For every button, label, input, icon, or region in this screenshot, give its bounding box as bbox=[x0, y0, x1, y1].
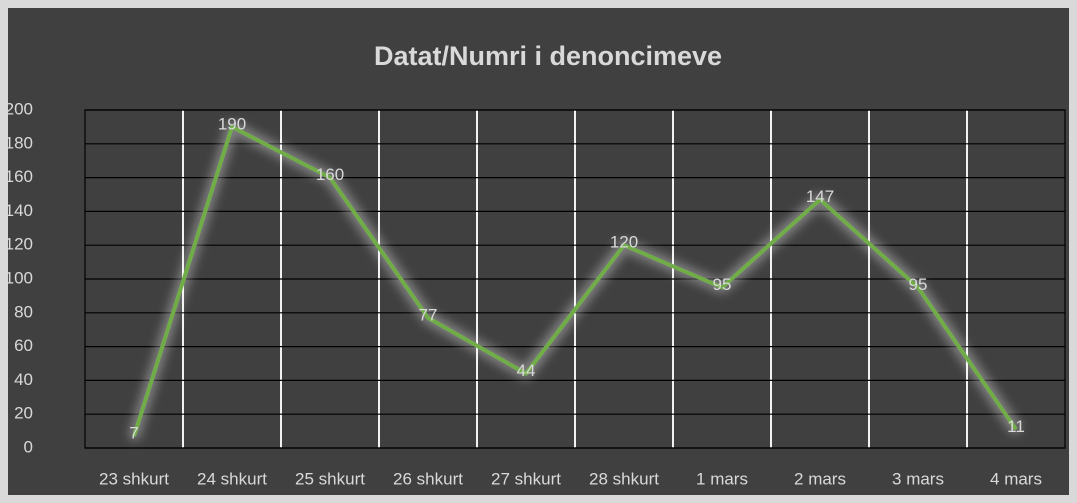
x-tick-label: 26 shkurt bbox=[393, 469, 463, 488]
data-label: 160 bbox=[316, 165, 344, 184]
y-tick-label: 40 bbox=[14, 370, 33, 389]
chart-background bbox=[8, 8, 1069, 495]
x-tick-label: 27 shkurt bbox=[491, 469, 561, 488]
x-tick-label: 23 shkurt bbox=[99, 469, 169, 488]
x-tick-label: 28 shkurt bbox=[589, 469, 659, 488]
y-tick-label: 160 bbox=[5, 167, 33, 186]
x-tick-label: 3 mars bbox=[892, 469, 944, 488]
y-tick-label: 140 bbox=[5, 201, 33, 220]
y-tick-label: 200 bbox=[5, 99, 33, 118]
y-tick-label: 120 bbox=[5, 235, 33, 254]
data-label: 11 bbox=[1007, 417, 1025, 436]
data-label: 95 bbox=[909, 275, 928, 294]
x-tick-label: 4 mars bbox=[990, 469, 1042, 488]
line bbox=[132, 124, 1018, 437]
y-tick-label: 180 bbox=[5, 133, 33, 152]
data-label: 190 bbox=[218, 114, 246, 133]
data-label: 95 bbox=[713, 275, 732, 294]
x-tick-label: 24 shkurt bbox=[197, 469, 267, 488]
y-tick-label: 0 bbox=[24, 437, 33, 456]
x-tick-label: 1 mars bbox=[696, 469, 748, 488]
data-label: 7 bbox=[129, 424, 138, 443]
x-tick-label: 2 mars bbox=[794, 469, 846, 488]
data-label: 120 bbox=[610, 233, 638, 252]
x-tick-label: 25 shkurt bbox=[295, 469, 365, 488]
plot-border bbox=[84, 109, 1066, 449]
y-tick-label: 80 bbox=[14, 302, 33, 321]
y-tick-label: 20 bbox=[14, 404, 33, 423]
y-tick-label: 100 bbox=[5, 268, 33, 287]
data-label: 44 bbox=[517, 361, 536, 380]
data-label: 77 bbox=[419, 305, 438, 324]
y-tick-label: 60 bbox=[14, 336, 33, 355]
chart-title: Datat/Numri i denoncimeve bbox=[374, 41, 722, 71]
data-label: 147 bbox=[806, 187, 834, 206]
